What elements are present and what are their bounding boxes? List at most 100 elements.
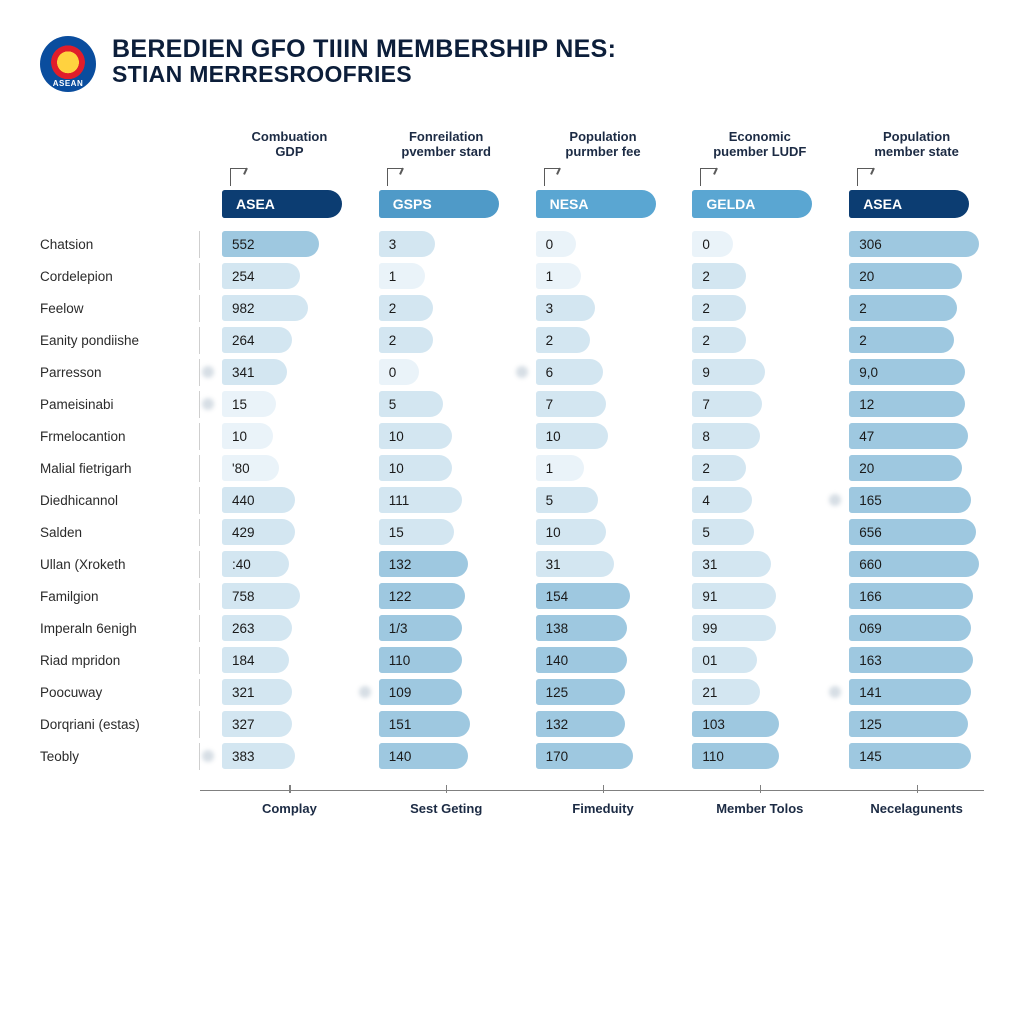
bar-cell: 165 bbox=[849, 484, 984, 516]
data-bar: 47 bbox=[849, 423, 968, 449]
bar-cell: 111 bbox=[379, 484, 514, 516]
axis-label: Necelagunents bbox=[849, 801, 984, 816]
blur-dot-icon bbox=[829, 686, 841, 698]
data-bar: 758 bbox=[222, 583, 300, 609]
bar-cell: 0 bbox=[379, 356, 514, 388]
bar-cell: 321 bbox=[222, 676, 357, 708]
bar-cell: 125 bbox=[849, 708, 984, 740]
data-bar: 10 bbox=[536, 423, 609, 449]
data-bar: 125 bbox=[536, 679, 625, 705]
bar-cell: 15 bbox=[222, 388, 357, 420]
bar-cell: 2 bbox=[379, 292, 514, 324]
data-bar: 151 bbox=[379, 711, 471, 737]
blur-dot-icon bbox=[202, 398, 214, 410]
data-bar: 254 bbox=[222, 263, 300, 289]
data-bar: 656 bbox=[849, 519, 976, 545]
column-header: CombuationGDP bbox=[222, 122, 357, 166]
column-badge: NESA bbox=[536, 186, 671, 228]
bar-cell: 20 bbox=[849, 452, 984, 484]
axis-line bbox=[200, 790, 984, 791]
data-bar: 1 bbox=[379, 263, 425, 289]
bar-cell: 10 bbox=[379, 420, 514, 452]
bar-cell: 166 bbox=[849, 580, 984, 612]
data-bar: 8 bbox=[692, 423, 759, 449]
bar-cell: 758 bbox=[222, 580, 357, 612]
data-bar: 2 bbox=[692, 455, 746, 481]
bar-cell: 254 bbox=[222, 260, 357, 292]
bar-cell: 110 bbox=[379, 644, 514, 676]
bar-cell: 122 bbox=[379, 580, 514, 612]
axis-tick bbox=[760, 785, 761, 793]
bar-cell: 1 bbox=[379, 260, 514, 292]
header-tick bbox=[692, 166, 827, 186]
data-bar: 4 bbox=[692, 487, 751, 513]
row-label: Salden bbox=[40, 519, 200, 546]
bar-cell: 7 bbox=[692, 388, 827, 420]
data-bar: 0 bbox=[536, 231, 576, 257]
data-bar: 2 bbox=[692, 295, 746, 321]
data-bar: 10 bbox=[379, 423, 452, 449]
column-header: Fonreilationpvember stard bbox=[379, 122, 514, 166]
bar-cell: 9,0 bbox=[849, 356, 984, 388]
bar-cell: 2 bbox=[692, 452, 827, 484]
bar-cell: 429 bbox=[222, 516, 357, 548]
bar-cell: 0 bbox=[692, 228, 827, 260]
data-grid: CombuationGDP Fonreilationpvember stard Po… bbox=[40, 122, 984, 772]
bar-cell: 7 bbox=[536, 388, 671, 420]
blur-dot-icon bbox=[202, 366, 214, 378]
data-bar: 5 bbox=[536, 487, 598, 513]
bar-cell: 341 bbox=[222, 356, 357, 388]
axis-tick bbox=[289, 785, 290, 793]
bar-cell: 132 bbox=[536, 708, 671, 740]
data-bar: 20 bbox=[849, 455, 962, 481]
bar-cell: 110 bbox=[692, 740, 827, 772]
data-bar: 9,0 bbox=[849, 359, 965, 385]
bar-cell: 103 bbox=[692, 708, 827, 740]
bar-cell: 10 bbox=[379, 452, 514, 484]
header-tick bbox=[379, 166, 514, 186]
data-bar: 154 bbox=[536, 583, 630, 609]
data-bar: 109 bbox=[379, 679, 463, 705]
data-bar: 2 bbox=[849, 295, 957, 321]
bar-cell: 184 bbox=[222, 644, 357, 676]
data-bar: 31 bbox=[692, 551, 770, 577]
bar-cell: 47 bbox=[849, 420, 984, 452]
axis-label: Member Tolos bbox=[692, 801, 827, 816]
data-bar: 383 bbox=[222, 743, 295, 769]
data-bar: 327 bbox=[222, 711, 292, 737]
title-line-2: STIAN MERRESROOFRIES bbox=[112, 62, 616, 86]
bar-cell: 3 bbox=[379, 228, 514, 260]
bar-cell: 552 bbox=[222, 228, 357, 260]
logo-icon: ASEAN bbox=[40, 36, 96, 92]
bar-cell: 2 bbox=[849, 324, 984, 356]
data-bar: 264 bbox=[222, 327, 292, 353]
bar-cell: 2 bbox=[536, 324, 671, 356]
blur-dot-icon bbox=[829, 494, 841, 506]
bar-cell: 31 bbox=[536, 548, 671, 580]
bar-cell: 660 bbox=[849, 548, 984, 580]
bar-cell: 132 bbox=[379, 548, 514, 580]
bar-cell: 1 bbox=[536, 260, 671, 292]
row-label: Pameisinabi bbox=[40, 391, 200, 418]
data-bar: 9 bbox=[692, 359, 765, 385]
row-label: Cordelepion bbox=[40, 263, 200, 290]
bar-cell: 140 bbox=[536, 644, 671, 676]
data-bar: 1 bbox=[536, 455, 585, 481]
bar-cell: 306 bbox=[849, 228, 984, 260]
data-bar: 2 bbox=[379, 327, 433, 353]
data-bar: 341 bbox=[222, 359, 287, 385]
badge-label: ASEA bbox=[849, 190, 969, 218]
data-bar: 140 bbox=[536, 647, 628, 673]
axis-label: Complay bbox=[222, 801, 357, 816]
badge-label: ASEA bbox=[222, 190, 342, 218]
row-label: Chatsion bbox=[40, 231, 200, 258]
bar-cell: 154 bbox=[536, 580, 671, 612]
data-bar: 31 bbox=[536, 551, 614, 577]
row-label: Poocuway bbox=[40, 679, 200, 706]
data-bar: 10 bbox=[222, 423, 273, 449]
data-bar: 2 bbox=[849, 327, 954, 353]
bar-cell: 6 bbox=[536, 356, 671, 388]
bar-cell: :40 bbox=[222, 548, 357, 580]
blur-dot-icon bbox=[516, 366, 528, 378]
column-badge: ASEA bbox=[222, 186, 357, 228]
